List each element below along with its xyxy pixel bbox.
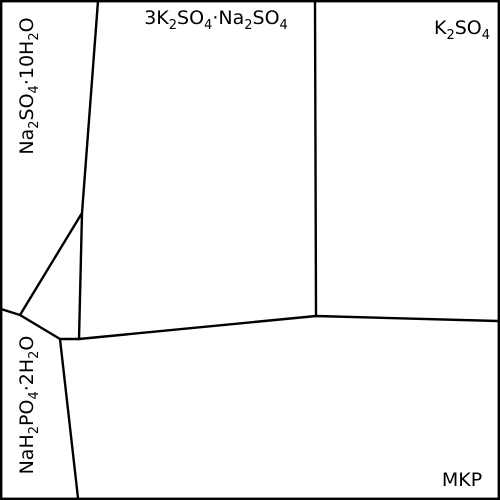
formula-text: ·10H [16,41,38,86]
region-label-3k2so4-na2so4: 3K2SO4·Na2SO4 [144,7,288,33]
formula-text: SO [16,93,38,120]
formula-subscript: 4 [27,391,42,399]
formula-subscript: 2 [27,426,42,434]
formula-text: SO [177,7,204,29]
formula-subscript: 2 [27,120,42,128]
formula-text: 3K [144,7,169,29]
formula-text: ·2H [16,359,38,391]
boundary-glauber-hydrate-diagonal [18,211,84,317]
region-label-na2so4-10h2o: Na2SO4·10H2O [16,17,42,154]
formula-subscript: 4 [27,85,42,93]
formula-text: ·Na [212,7,244,29]
boundary-glauber-salt-right [77,0,100,341]
formula-subscript: 2 [244,18,252,33]
region-label-k2so4: K2SO4 [434,17,490,43]
formula-text: K [434,17,447,39]
formula-text: Na [16,129,38,155]
boundary-double-salt-k2so4 [313,0,318,318]
formula-text: SO [253,7,280,29]
boundary-hydrate-mkp [58,337,80,500]
formula-text: PO [16,400,38,426]
formula-text: NaH [16,434,38,474]
formula-text: MKP [442,469,482,491]
formula-subscript: 2 [169,18,177,33]
formula-subscript: 2 [27,351,42,359]
formula-subscript: 2 [27,32,42,40]
boundary-mkp-top [77,314,500,341]
formula-text: O [16,336,38,351]
formula-subscript: 4 [204,18,212,33]
formula-text: SO [455,17,482,39]
region-label-nah2po4-2h2o: NaH2PO4·2H2O [16,336,42,475]
boundary-hydrate-left-corner [0,307,81,341]
formula-subscript: 4 [482,28,490,43]
formula-subscript: 2 [446,28,454,43]
region-label-mkp: MKP [442,469,482,491]
formula-subscript: 4 [280,18,288,33]
formula-text: O [16,17,38,32]
